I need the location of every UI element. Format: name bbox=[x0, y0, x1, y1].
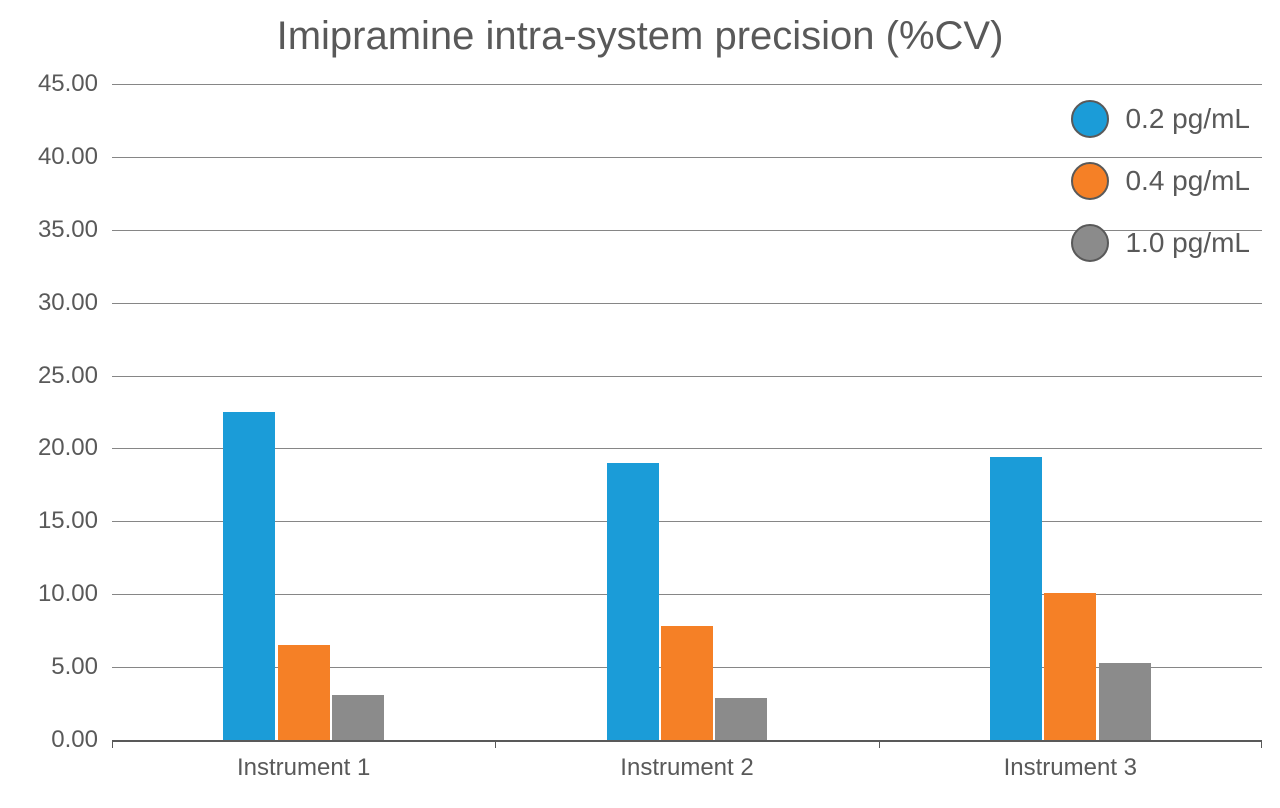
x-tick-label: Instrument 1 bbox=[237, 754, 370, 782]
chart-title: Imipramine intra-system precision (%CV) bbox=[0, 14, 1280, 59]
legend-swatch-icon bbox=[1071, 224, 1109, 262]
gridline bbox=[112, 376, 1262, 377]
bar bbox=[661, 626, 713, 740]
bar bbox=[607, 463, 659, 740]
legend-swatch-icon bbox=[1071, 162, 1109, 200]
legend-label: 0.4 pg/mL bbox=[1125, 165, 1250, 197]
gridline bbox=[112, 740, 1262, 742]
legend-item: 0.2 pg/mL bbox=[1071, 100, 1250, 138]
y-tick-label: 35.00 bbox=[0, 216, 98, 244]
legend-label: 1.0 pg/mL bbox=[1125, 227, 1250, 259]
y-tick-label: 5.00 bbox=[0, 653, 98, 681]
x-tick bbox=[495, 740, 496, 748]
legend-swatch-icon bbox=[1071, 100, 1109, 138]
legend: 0.2 pg/mL 0.4 pg/mL 1.0 pg/mL bbox=[1071, 100, 1250, 286]
bar bbox=[1044, 593, 1096, 740]
x-tick bbox=[112, 740, 113, 748]
bar bbox=[1099, 663, 1151, 740]
gridline bbox=[112, 448, 1262, 449]
gridline bbox=[112, 84, 1262, 85]
gridline bbox=[112, 303, 1262, 304]
x-tick-label: Instrument 2 bbox=[620, 754, 753, 782]
y-tick-label: 15.00 bbox=[0, 507, 98, 535]
x-tick bbox=[1261, 740, 1262, 748]
y-tick-label: 10.00 bbox=[0, 580, 98, 608]
legend-label: 0.2 pg/mL bbox=[1125, 103, 1250, 135]
y-tick-label: 40.00 bbox=[0, 143, 98, 171]
y-tick-label: 25.00 bbox=[0, 362, 98, 390]
bar bbox=[223, 412, 275, 740]
y-tick-label: 45.00 bbox=[0, 70, 98, 98]
bar bbox=[278, 645, 330, 740]
bar bbox=[715, 698, 767, 740]
legend-item: 0.4 pg/mL bbox=[1071, 162, 1250, 200]
gridline bbox=[112, 521, 1262, 522]
y-tick-label: 30.00 bbox=[0, 289, 98, 317]
y-tick-label: 0.00 bbox=[0, 726, 98, 754]
y-tick-label: 20.00 bbox=[0, 434, 98, 462]
bar bbox=[332, 695, 384, 740]
x-tick-label: Instrument 3 bbox=[1004, 754, 1137, 782]
legend-item: 1.0 pg/mL bbox=[1071, 224, 1250, 262]
x-tick bbox=[879, 740, 880, 748]
chart-container: Imipramine intra-system precision (%CV) … bbox=[0, 0, 1280, 808]
bar bbox=[990, 457, 1042, 740]
